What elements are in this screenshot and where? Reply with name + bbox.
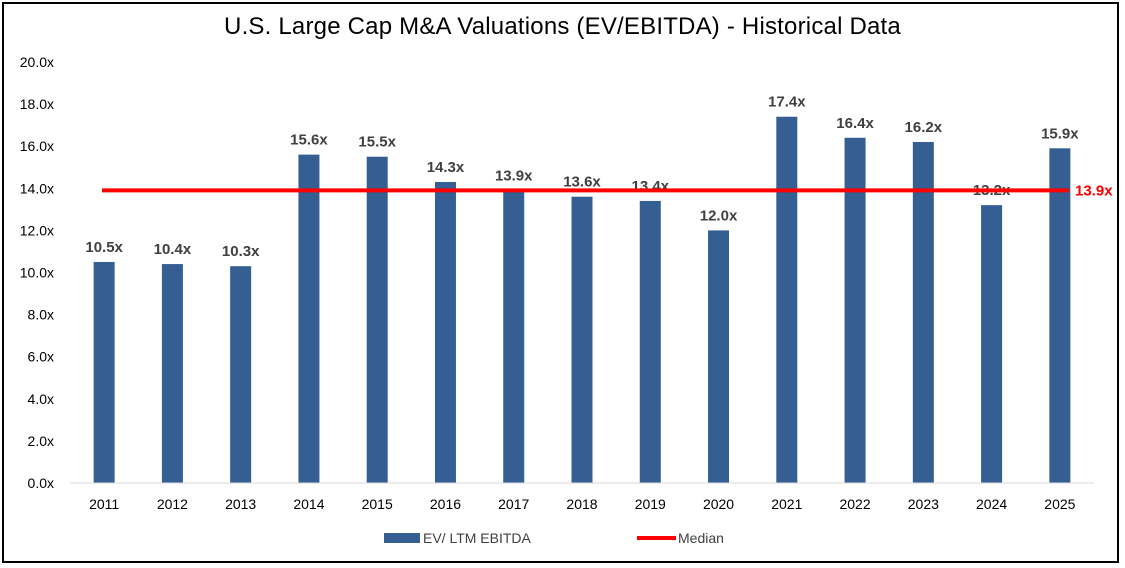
y-tick-label: 4.0x <box>28 391 54 407</box>
bar-data-label: 13.6x <box>563 174 601 191</box>
x-tick-label: 2016 <box>430 496 461 512</box>
y-axis-ticks: 0.0x 2.0x 4.0x 6.0x 8.0x 10.0x 12.0x 14.0x 16.0x… <box>20 54 54 491</box>
x-tick-label: 2024 <box>976 496 1007 512</box>
y-tick-label: 12.0x <box>20 222 54 238</box>
bar <box>776 116 798 483</box>
bar-data-label: 13.9x <box>495 167 533 184</box>
y-tick-label: 16.0x <box>20 138 54 154</box>
y-tick-label: 0.0x <box>28 475 54 491</box>
x-tick-label: 2014 <box>293 496 324 512</box>
bar <box>366 156 388 483</box>
bar <box>434 181 456 484</box>
bar-data-label: 17.4x <box>768 94 806 111</box>
bar-data-label: 16.4x <box>836 115 874 132</box>
bar-data-label: 10.5x <box>85 239 123 256</box>
bar <box>708 230 730 483</box>
x-tick-label: 2013 <box>225 496 256 512</box>
y-tick-label: 14.0x <box>20 180 54 196</box>
legend-median-label: Median <box>678 530 724 546</box>
y-tick-label: 20.0x <box>20 54 54 70</box>
bar-data-labels: 10.5x 10.4x 10.3x 15.6x 15.5x 14.3x 13.9x 13.6x… <box>85 94 1079 260</box>
x-tick-label: 2020 <box>703 496 734 512</box>
bar-data-label: 15.5x <box>358 134 396 151</box>
x-tick-label: 2022 <box>839 496 870 512</box>
bar-data-label: 10.4x <box>154 241 192 258</box>
x-tick-label: 2015 <box>362 496 393 512</box>
x-tick-label: 2023 <box>908 496 939 512</box>
x-tick-label: 2017 <box>498 496 529 512</box>
chart-title: U.S. Large Cap M&A Valuations (EV/EBITDA… <box>224 13 901 40</box>
bar <box>1049 148 1071 483</box>
bar <box>571 196 593 483</box>
x-tick-label: 2018 <box>566 496 597 512</box>
bar-data-label: 12.0x <box>700 207 738 224</box>
bar-data-label: 10.3x <box>222 243 260 260</box>
bar-data-label: 16.2x <box>905 119 943 136</box>
median-label: 13.9x <box>1075 182 1113 199</box>
legend-bar-swatch <box>384 533 420 543</box>
legend-bar-label: EV/ LTM EBITDA <box>423 530 532 546</box>
y-tick-label: 8.0x <box>28 307 54 323</box>
bar-data-label: 15.9x <box>1041 125 1079 142</box>
x-tick-label: 2012 <box>157 496 188 512</box>
bar-data-label: 15.6x <box>290 132 328 149</box>
bar <box>503 190 525 483</box>
y-tick-label: 2.0x <box>28 433 54 449</box>
x-tick-label: 2011 <box>89 496 119 512</box>
bar <box>981 205 1003 483</box>
bar <box>230 266 252 483</box>
y-tick-label: 10.0x <box>20 265 54 281</box>
y-tick-label: 18.0x <box>20 96 54 112</box>
bar <box>639 200 661 483</box>
y-tick-label: 6.0x <box>28 349 54 365</box>
bar <box>298 154 320 483</box>
legend: EV/ LTM EBITDA Median <box>384 530 724 546</box>
bar-series <box>93 116 1071 484</box>
x-tick-label: 2025 <box>1044 496 1075 512</box>
bar <box>161 264 183 483</box>
bar <box>844 137 866 483</box>
bar <box>93 261 115 483</box>
x-tick-label: 2021 <box>771 496 802 512</box>
bar-data-label: 14.3x <box>427 159 465 176</box>
x-tick-label: 2019 <box>635 496 666 512</box>
bar <box>912 141 934 484</box>
x-axis-ticks: 2011 2012 2013 2014 2015 2016 2017 2018 2019 2020… <box>89 496 1076 512</box>
